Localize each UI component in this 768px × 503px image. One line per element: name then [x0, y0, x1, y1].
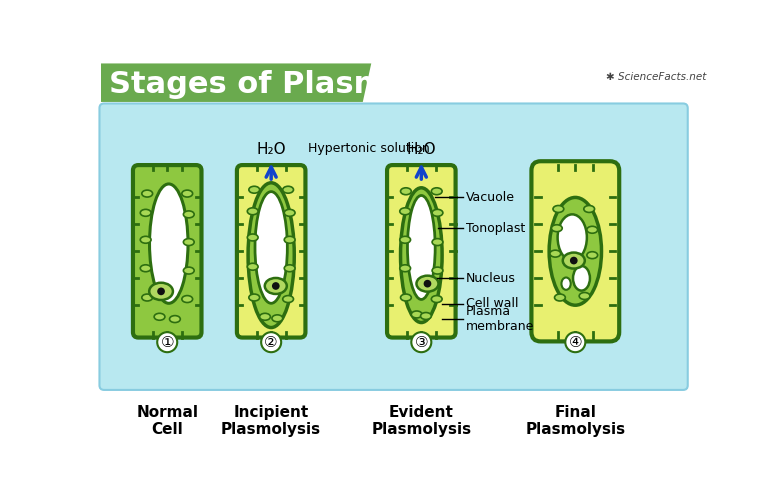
Ellipse shape [184, 238, 194, 245]
Ellipse shape [424, 280, 432, 288]
Ellipse shape [558, 214, 587, 261]
Ellipse shape [549, 197, 601, 305]
Ellipse shape [401, 188, 442, 322]
Ellipse shape [284, 209, 295, 216]
FancyBboxPatch shape [531, 161, 619, 342]
Ellipse shape [584, 206, 594, 212]
Text: Nucleus: Nucleus [466, 272, 516, 285]
Text: ②: ② [264, 334, 278, 350]
Ellipse shape [141, 209, 151, 216]
Ellipse shape [247, 208, 258, 215]
Ellipse shape [184, 211, 194, 218]
Text: Tonoplast: Tonoplast [466, 222, 525, 235]
Ellipse shape [554, 294, 565, 301]
Ellipse shape [573, 266, 590, 291]
Ellipse shape [284, 236, 295, 243]
Circle shape [412, 332, 432, 352]
Text: Normal
Cell: Normal Cell [136, 404, 198, 437]
Ellipse shape [561, 278, 571, 290]
Ellipse shape [408, 196, 435, 299]
Polygon shape [101, 63, 371, 102]
Ellipse shape [283, 186, 293, 193]
Ellipse shape [432, 267, 443, 274]
Text: Vacuole: Vacuole [466, 191, 515, 204]
Ellipse shape [416, 276, 439, 292]
Ellipse shape [432, 209, 443, 216]
Ellipse shape [141, 236, 151, 243]
Ellipse shape [149, 283, 173, 300]
Ellipse shape [182, 296, 193, 302]
Ellipse shape [400, 208, 411, 215]
Ellipse shape [587, 226, 598, 233]
Ellipse shape [142, 294, 153, 301]
Ellipse shape [401, 188, 412, 195]
Ellipse shape [550, 250, 561, 257]
Ellipse shape [184, 267, 194, 274]
Ellipse shape [412, 311, 422, 318]
Text: Stages of Plasmolysis: Stages of Plasmolysis [109, 70, 483, 99]
Ellipse shape [587, 252, 598, 259]
Ellipse shape [249, 294, 260, 301]
Ellipse shape [154, 313, 165, 320]
Circle shape [261, 332, 281, 352]
Ellipse shape [247, 263, 258, 270]
Text: Evident
Plasmolysis: Evident Plasmolysis [371, 404, 472, 437]
Text: ③: ③ [415, 334, 428, 350]
Text: ④: ④ [568, 334, 582, 350]
Ellipse shape [432, 238, 443, 245]
Ellipse shape [182, 190, 193, 197]
Text: Incipient
Plasmolysis: Incipient Plasmolysis [221, 404, 321, 437]
Ellipse shape [553, 206, 564, 212]
Text: H₂O: H₂O [257, 142, 286, 156]
Ellipse shape [272, 315, 283, 322]
Ellipse shape [432, 296, 442, 302]
Ellipse shape [570, 257, 578, 265]
Ellipse shape [260, 313, 270, 320]
Ellipse shape [400, 236, 411, 243]
FancyBboxPatch shape [387, 165, 455, 338]
Ellipse shape [421, 312, 432, 319]
Ellipse shape [284, 265, 295, 272]
Ellipse shape [248, 183, 294, 327]
Ellipse shape [170, 315, 180, 322]
Ellipse shape [157, 288, 165, 295]
Ellipse shape [400, 265, 411, 272]
Text: H₂O: H₂O [406, 142, 436, 156]
Circle shape [157, 332, 177, 352]
Ellipse shape [551, 225, 562, 232]
FancyBboxPatch shape [100, 104, 687, 390]
Ellipse shape [249, 186, 260, 193]
Ellipse shape [150, 184, 188, 303]
Ellipse shape [432, 188, 442, 195]
Ellipse shape [401, 294, 412, 301]
Text: Plasma
membrane: Plasma membrane [466, 305, 535, 333]
FancyBboxPatch shape [237, 165, 306, 338]
Ellipse shape [283, 296, 293, 302]
Ellipse shape [247, 234, 258, 241]
Ellipse shape [265, 278, 286, 294]
Circle shape [565, 332, 585, 352]
Ellipse shape [142, 190, 153, 197]
Ellipse shape [563, 253, 584, 269]
Text: ①: ① [161, 334, 174, 350]
Ellipse shape [141, 265, 151, 272]
Ellipse shape [579, 293, 590, 299]
Text: Cell wall: Cell wall [466, 297, 518, 310]
Text: Hypertonic solution: Hypertonic solution [308, 142, 430, 155]
Ellipse shape [255, 192, 287, 303]
Text: ✱ ScienceFacts.net: ✱ ScienceFacts.net [606, 72, 707, 82]
FancyBboxPatch shape [133, 165, 201, 338]
Text: Final
Plasmolysis: Final Plasmolysis [525, 404, 625, 437]
Ellipse shape [272, 282, 280, 290]
